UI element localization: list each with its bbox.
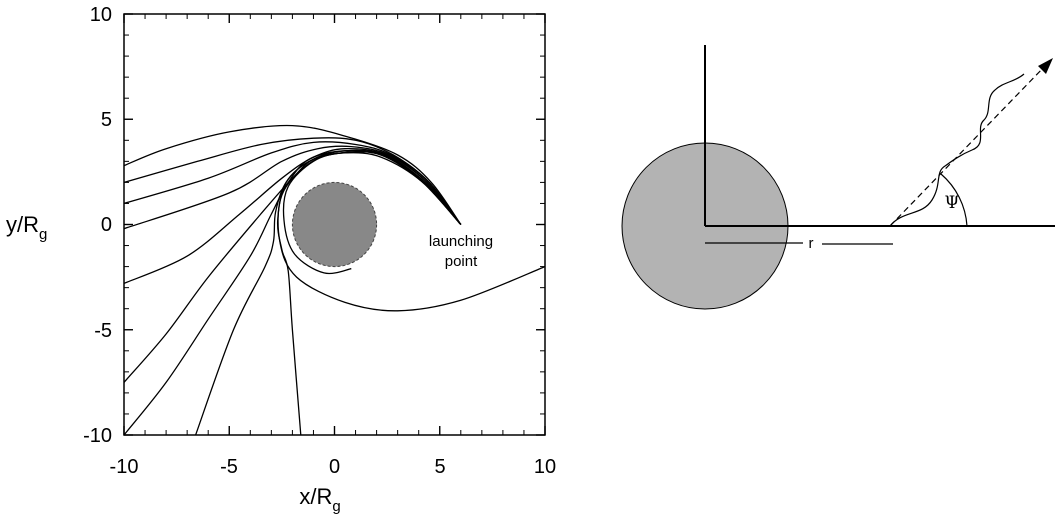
- x-tick-label: 5: [434, 456, 445, 478]
- trajectory-line: [123, 137, 462, 225]
- trajectory-line: [123, 145, 462, 230]
- axis-ticks: [123, 13, 546, 436]
- trajectory-line: [276, 152, 462, 436]
- x-tick-label: 10: [534, 456, 556, 478]
- trajectory-line: [123, 149, 462, 436]
- x-axis-label: x/Rg: [299, 484, 340, 515]
- trajectory-line: [277, 150, 546, 312]
- launch-annotation: launching: [429, 233, 493, 250]
- central-body: [291, 181, 378, 268]
- y-tick-label: -10: [83, 425, 112, 447]
- x-tick-label: -5: [220, 456, 238, 478]
- wave-path: [889, 73, 1025, 227]
- y-tick-label: 10: [90, 4, 112, 26]
- propagation-direction: [889, 64, 1047, 227]
- trajectory-line: [123, 148, 462, 284]
- x-tick-label: 0: [329, 456, 340, 478]
- launch-annotation: point: [445, 253, 478, 270]
- trajectory-line: [123, 141, 462, 225]
- trajectory-line: [123, 149, 462, 383]
- x-tick-label: -10: [110, 456, 139, 478]
- y-tick-label: 0: [101, 214, 112, 236]
- radius-label: r: [809, 235, 814, 252]
- y-tick-label: 5: [101, 109, 112, 131]
- trajectory-line: [123, 124, 462, 225]
- angle-label: Ψ: [945, 193, 960, 213]
- trajectory-plot: -10 -5 0 5 10 10 5 0 -5 -10 x/Rg y/Rg la…: [6, 4, 556, 515]
- arrow-head: [1038, 58, 1053, 74]
- y-axis-label: y/Rg: [6, 212, 47, 243]
- y-tick-label: -5: [94, 320, 112, 342]
- angle-arc: [940, 173, 968, 227]
- geometry-sketch: r Ψ: [621, 45, 1055, 310]
- trajectory-lines: [123, 124, 546, 436]
